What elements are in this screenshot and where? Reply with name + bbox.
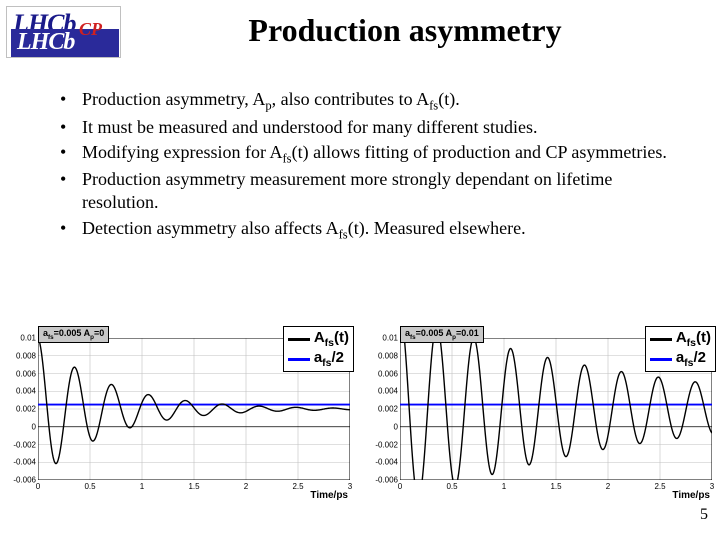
x-tick-label: 3 xyxy=(710,482,714,491)
x-tick-label: 2.5 xyxy=(654,482,665,491)
y-tick-label: -0.004 xyxy=(368,458,398,467)
x-tick-label: 2.5 xyxy=(292,482,303,491)
legend-item: Afs(t) xyxy=(288,329,349,349)
y-tick-label: -0.002 xyxy=(6,440,36,449)
legend-label: Afs(t) xyxy=(314,329,349,349)
bullet-item: Detection asymmetry also affects Afs(t).… xyxy=(58,217,668,243)
legend-item: Afs(t) xyxy=(650,329,711,349)
x-axis-label: Time/ps xyxy=(310,490,348,501)
legend-label: afs/2 xyxy=(314,349,344,369)
legend-item: afs/2 xyxy=(288,349,349,369)
legend-swatch xyxy=(288,358,310,361)
y-tick-label: 0.006 xyxy=(6,369,36,378)
charts-row: afs=0.005 Ap=0Afs(t)afs/2-0.006-0.004-0.… xyxy=(4,326,716,502)
legend-swatch xyxy=(650,358,672,361)
logo-bottom-band: LHCb xyxy=(11,29,119,57)
chart-legend: Afs(t)afs/2 xyxy=(645,326,716,372)
legend-item: afs/2 xyxy=(650,349,711,369)
x-tick-label: 1 xyxy=(502,482,506,491)
bullet-item: Modifying expression for Afs(t) allows f… xyxy=(58,141,668,167)
logo-cp-overlay: CP xyxy=(79,19,102,40)
x-tick-label: 1 xyxy=(140,482,144,491)
chart-title: afs=0.005 Ap=0.01 xyxy=(400,326,484,343)
y-tick-label: 0.01 xyxy=(368,334,398,343)
y-tick-label: 0.008 xyxy=(368,351,398,360)
y-tick-label: -0.004 xyxy=(6,458,36,467)
bullet-item: It must be measured and understood for m… xyxy=(58,116,668,139)
x-tick-label: 0.5 xyxy=(446,482,457,491)
x-axis-label: Time/ps xyxy=(672,490,710,501)
y-tick-label: 0.008 xyxy=(6,351,36,360)
y-tick-label: -0.006 xyxy=(368,476,398,485)
lhcb-logo: LHCb LHCb CP xyxy=(6,6,121,58)
y-tick-label: 0.01 xyxy=(6,334,36,343)
x-tick-label: 0 xyxy=(36,482,40,491)
y-tick-label: 0 xyxy=(6,422,36,431)
y-tick-label: 0.004 xyxy=(368,387,398,396)
y-tick-label: 0 xyxy=(368,422,398,431)
legend-swatch xyxy=(650,338,672,341)
x-tick-label: 0 xyxy=(398,482,402,491)
y-tick-label: 0.006 xyxy=(368,369,398,378)
legend-label: afs/2 xyxy=(676,349,706,369)
bullet-list: Production asymmetry, Ap, also contribut… xyxy=(58,88,668,244)
chart-0: afs=0.005 Ap=0 Afs(t)afs/2 -0.006 -0.004 -0.… xyxy=(4,326,354,502)
bullet-item: Production asymmetry, Ap, also contribut… xyxy=(58,88,668,114)
x-tick-label: 3 xyxy=(348,482,352,491)
bullet-item: Production asymmetry measurement more st… xyxy=(58,168,668,214)
y-tick-label: 0.002 xyxy=(6,405,36,414)
x-tick-label: 2 xyxy=(606,482,610,491)
x-tick-label: 2 xyxy=(244,482,248,491)
legend-swatch xyxy=(288,338,310,341)
y-tick-label: -0.002 xyxy=(368,440,398,449)
x-tick-label: 1.5 xyxy=(188,482,199,491)
logo-bottom-text: LHCb xyxy=(11,29,119,55)
y-tick-label: 0.004 xyxy=(6,387,36,396)
legend-label: Afs(t) xyxy=(676,329,711,349)
y-tick-label: -0.006 xyxy=(6,476,36,485)
page-number: 5 xyxy=(700,506,708,524)
chart-title: afs=0.005 Ap=0 xyxy=(38,326,109,343)
chart-legend: Afs(t)afs/2 xyxy=(283,326,354,372)
x-tick-label: 0.5 xyxy=(84,482,95,491)
y-tick-label: 0.002 xyxy=(368,405,398,414)
chart-1: afs=0.005 Ap=0.01 Afs(t)afs/2 -0.006 -0.004… xyxy=(366,326,716,502)
x-tick-label: 1.5 xyxy=(550,482,561,491)
